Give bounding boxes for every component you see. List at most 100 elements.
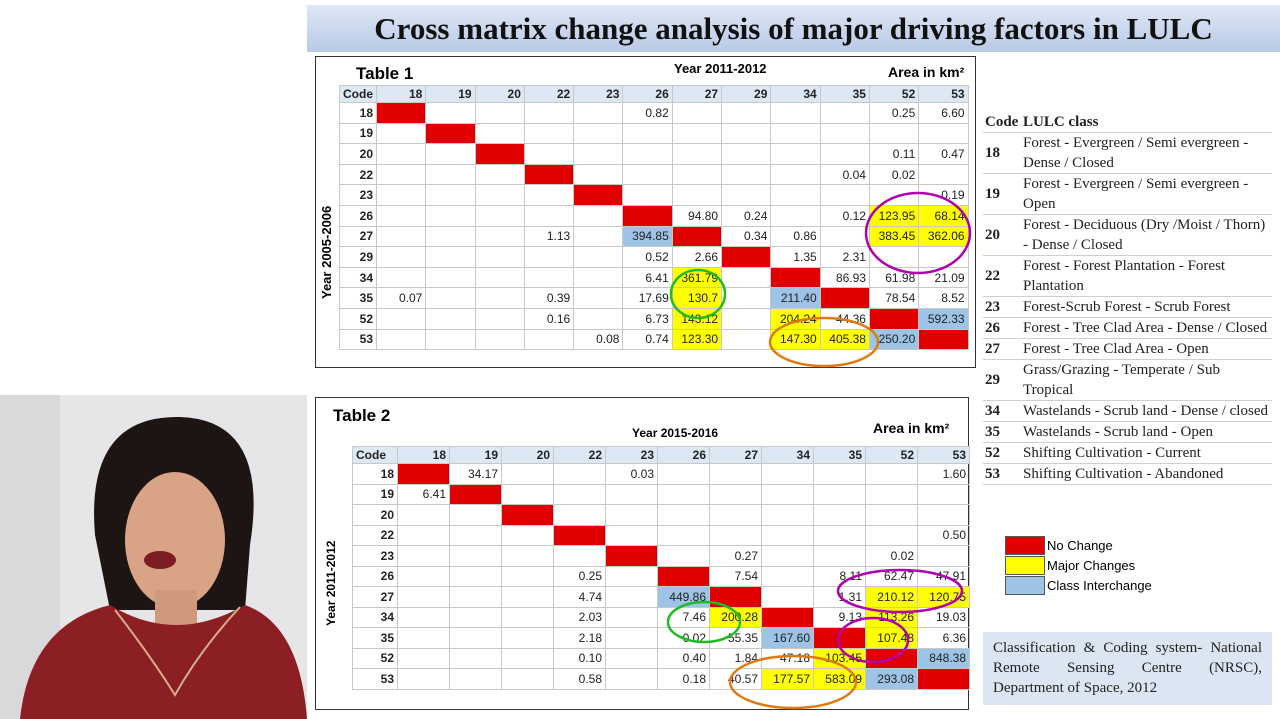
- highlighted-cell: [474, 143, 525, 165]
- value-cell: 2.66: [671, 246, 723, 268]
- empty-cell: [523, 102, 575, 124]
- empty-cell: [770, 204, 821, 227]
- empty-cell: [605, 524, 658, 546]
- empty-cell: [375, 307, 427, 330]
- change-matrix: Code 18 19 20 22 23 26 27 34 35 52 53 18 34.17 0.03 1.6…: [352, 446, 970, 690]
- highlighted-cell: 200.28: [709, 606, 762, 628]
- header-row: Code 18 19 20 22 23 26 27 29 34 35 52 53: [339, 85, 969, 103]
- value-cell: 0.58: [553, 668, 606, 690]
- empty-cell: [375, 266, 427, 289]
- empty-cell: [819, 225, 870, 248]
- empty-cell: [721, 328, 772, 351]
- empty-cell: [501, 483, 554, 505]
- matrix-row: 23 0.27 0.02: [352, 545, 970, 567]
- matrix-row: 53 0.08 0.74 123.30 147.30 405.38 250.20: [339, 328, 969, 351]
- highlighted-cell: 130.7: [671, 287, 723, 309]
- empty-cell: [709, 463, 762, 485]
- column-header: 20: [501, 446, 554, 464]
- value-cell: 8.11: [813, 565, 866, 587]
- matrix-row: 34 6.41 361.79 86.93 61.98 21.09: [339, 266, 969, 289]
- empty-cell: [474, 102, 525, 124]
- row-code: 52: [352, 647, 398, 669]
- highlighted-cell: 147.30: [770, 328, 821, 351]
- class-code: 52: [983, 442, 1021, 464]
- empty-cell: [375, 184, 427, 206]
- highlighted-cell: 68.14: [918, 204, 969, 227]
- empty-cell: [425, 163, 476, 186]
- empty-cell: [501, 586, 554, 608]
- column-header: 22: [553, 446, 606, 464]
- empty-cell: [474, 266, 525, 289]
- empty-cell: [657, 524, 710, 546]
- matrix-row: 20: [352, 504, 970, 526]
- highlighted-cell: [573, 184, 624, 206]
- empty-cell: [761, 463, 814, 485]
- value-cell: 61.98: [868, 266, 920, 289]
- column-header: 53: [917, 446, 970, 464]
- legend-label: Major Changes: [1047, 557, 1136, 573]
- empty-cell: [501, 545, 554, 567]
- column-header: 26: [657, 446, 710, 464]
- column-header: 18: [375, 85, 427, 103]
- highlighted-cell: [819, 287, 870, 309]
- row-title: Year 2005-2006: [319, 205, 334, 299]
- highlighted-cell: [605, 545, 658, 567]
- class-row: 22 Forest - Forest Plantation - Forest Pl…: [983, 255, 1272, 297]
- class-code: 22: [983, 255, 1021, 297]
- empty-cell: [868, 122, 920, 145]
- highlighted-cell: 113.26: [865, 606, 918, 628]
- row-code: 52: [339, 307, 377, 330]
- highlighted-cell: 143.12: [671, 307, 723, 330]
- empty-cell: [397, 504, 450, 526]
- row-code: 27: [352, 586, 398, 608]
- legend-swatch: [1005, 535, 1045, 555]
- class-row: 19 Forest - Evergreen / Semi evergreen - …: [983, 173, 1272, 215]
- row-code: 53: [339, 328, 377, 351]
- highlighted-cell: 211.40: [770, 287, 821, 309]
- value-cell: 0.02: [868, 163, 920, 186]
- highlighted-cell: 405.38: [819, 328, 870, 351]
- empty-cell: [770, 163, 821, 186]
- row-code: 29: [339, 246, 377, 268]
- empty-cell: [819, 102, 870, 124]
- empty-cell: [761, 545, 814, 567]
- class-name: Forest - Tree Clad Area - Open: [1021, 338, 1272, 360]
- class-row: 27 Forest - Tree Clad Area - Open: [983, 338, 1272, 360]
- class-code: 29: [983, 359, 1021, 401]
- matrix-row: 26 0.25 7.54 8.11 62.47 47.91: [352, 565, 970, 587]
- value-cell: 4.74: [553, 586, 606, 608]
- empty-cell: [813, 504, 866, 526]
- class-row: 26 Forest - Tree Clad Area - Dense / Clos…: [983, 317, 1272, 339]
- class-row: 20 Forest - Deciduous (Dry /Moist / Thorn…: [983, 214, 1272, 256]
- empty-cell: [397, 627, 450, 649]
- empty-cell: [671, 163, 723, 186]
- class-name: Forest - Deciduous (Dry /Moist / Thorn) …: [1021, 214, 1272, 256]
- row-code: 22: [339, 163, 377, 186]
- highlighted-cell: 394.85: [622, 225, 673, 248]
- column-title: Year 2011-2012: [674, 61, 767, 76]
- value-cell: 7.54: [709, 565, 762, 587]
- empty-cell: [657, 504, 710, 526]
- highlighted-cell: 449.86: [657, 586, 710, 608]
- matrix-row: 52 0.10 0.40 1.84 47.18 103.45 848.38: [352, 647, 970, 669]
- header-row: Code 18 19 20 22 23 26 27 34 35 52 53: [352, 446, 970, 464]
- value-cell: 0.25: [553, 565, 606, 587]
- value-cell: 0.02: [865, 545, 918, 567]
- empty-cell: [819, 122, 870, 145]
- value-cell: 1.60: [917, 463, 970, 485]
- row-code: 19: [339, 122, 377, 145]
- empty-cell: [501, 647, 554, 669]
- highlighted-cell: 107.48: [865, 627, 918, 649]
- highlighted-cell: [709, 586, 762, 608]
- highlighted-cell: 848.38: [917, 647, 970, 669]
- highlighted-cell: 204.24: [770, 307, 821, 330]
- highlighted-cell: 177.57: [761, 668, 814, 690]
- highlighted-cell: 250.20: [868, 328, 920, 351]
- matrix-row: 22 0.50: [352, 524, 970, 546]
- class-name: Forest - Forest Plantation - Forest Plan…: [1021, 255, 1272, 297]
- empty-cell: [523, 143, 575, 165]
- empty-cell: [501, 565, 554, 587]
- empty-cell: [917, 545, 970, 567]
- empty-cell: [425, 225, 476, 248]
- value-cell: 47.91: [917, 565, 970, 587]
